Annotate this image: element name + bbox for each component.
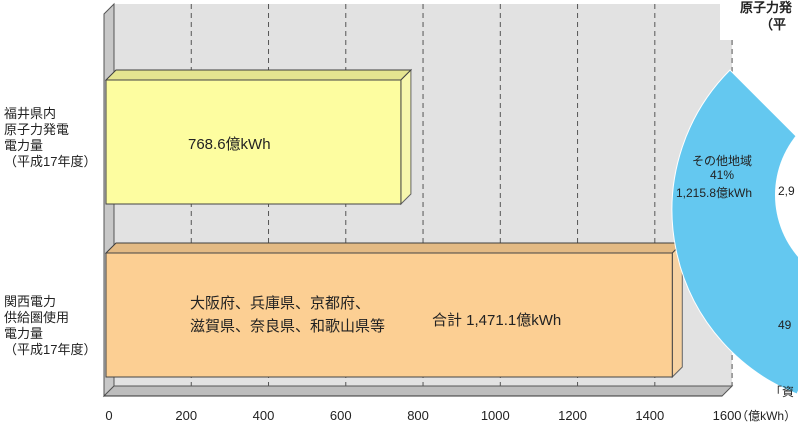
x-tick-label-1200: 1200 xyxy=(558,408,587,423)
x-tick-label-600: 600 xyxy=(330,408,352,423)
x-tick-label-1000: 1000 xyxy=(481,408,510,423)
bar-side-fukui xyxy=(400,68,412,206)
category-label-kansai: 関西電力 供給圏使用 電力量 （平成17年度） xyxy=(4,294,97,357)
x-tick-label-1400: 1400 xyxy=(635,408,664,423)
pie-slice-value-fragment: 2,9 xyxy=(778,184,795,198)
pie-slice-label: その他地域 xyxy=(692,154,753,168)
source-note: 「資 xyxy=(770,385,795,399)
x-tick-label-400: 400 xyxy=(253,408,275,423)
pie-slice-other-regions xyxy=(671,69,798,395)
plot-floor xyxy=(102,385,734,397)
x-tick-label-800: 800 xyxy=(407,408,429,423)
pie-title-line1: 原子力発 xyxy=(740,0,793,15)
bar-top-kansai xyxy=(104,242,684,254)
bar-fukui xyxy=(105,79,402,205)
pie-inner-circle xyxy=(775,133,798,257)
pie-title-background xyxy=(720,0,798,40)
bar-kansai xyxy=(105,252,673,378)
pie-slice-value: 1,215.8億kWh xyxy=(676,186,753,200)
pie-title-line2: （平 xyxy=(760,17,787,32)
category-label-fukui: 福井県内 原子力発電 電力量 （平成17年度） xyxy=(4,106,97,169)
x-tick-label-0: 0 xyxy=(105,408,112,423)
bar-label-fukui: 768.6億kWh xyxy=(188,136,271,153)
bar-label-total: 合計 1,471.1億kWh xyxy=(432,312,562,329)
bar-sublabel-prefectures: 大阪府、兵庫県、京都府、 滋賀県、奈良県、和歌山県等 xyxy=(190,295,386,335)
pie-slice-percent: 41% xyxy=(710,168,735,182)
x-tick-label-200: 200 xyxy=(175,408,197,423)
x-axis-unit: （億kWh） xyxy=(736,409,796,423)
bar-top-fukui xyxy=(104,69,413,81)
x-tick-label-1600: 1600 xyxy=(713,408,742,423)
pie-slice-label-fragment: 49 xyxy=(778,318,792,332)
